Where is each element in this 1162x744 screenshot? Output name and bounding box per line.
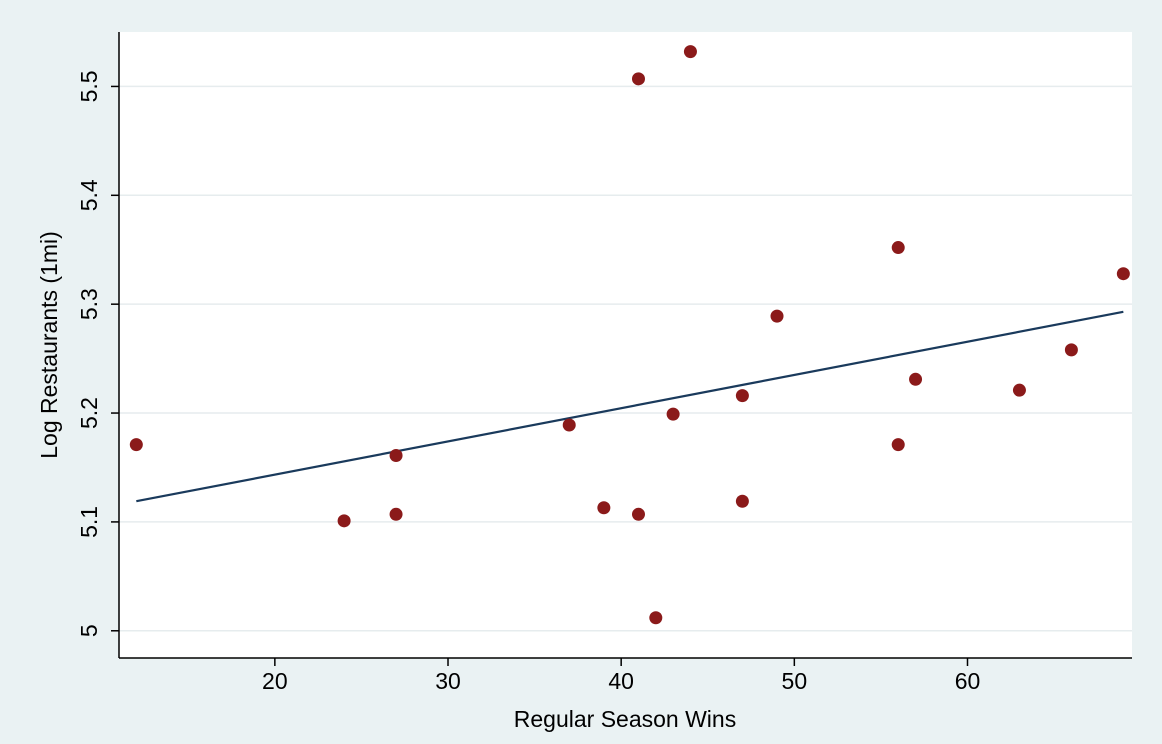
fit-line (136, 310, 1124, 503)
y-tick-label: 5.2 (76, 397, 102, 429)
x-tick-label: 40 (608, 668, 634, 694)
y-tick-label: 5.5 (76, 70, 102, 102)
x-tick-label: 20 (262, 668, 288, 694)
data-point (631, 507, 645, 521)
plot-background (119, 32, 1132, 658)
x-tick-label: 60 (955, 668, 981, 694)
y-axis-title: Log Restaurants (1mi) (36, 231, 62, 459)
data-point (891, 438, 905, 452)
fit-line-layer (136, 310, 1124, 503)
data-point (389, 507, 403, 521)
data-point (129, 438, 143, 452)
data-point (735, 389, 749, 403)
data-point (389, 449, 403, 463)
data-point (666, 407, 680, 421)
data-point (337, 514, 351, 528)
x-axis-title: Regular Season Wins (514, 706, 736, 732)
x-ticks: 20 30 40 50 60 (262, 658, 980, 694)
y-tick-label: 5.3 (76, 288, 102, 320)
x-tick-label: 50 (782, 668, 808, 694)
data-point (1012, 383, 1026, 397)
x-tick-label: 30 (435, 668, 461, 694)
y-ticks: 5 5.1 5.2 5.3 5.4 5.5 (76, 70, 119, 637)
y-tick-label: 5.1 (76, 506, 102, 538)
y-tick-label: 5.4 (76, 179, 102, 211)
y-tick-label: 5 (76, 624, 102, 637)
data-point (1064, 343, 1078, 357)
data-point (597, 501, 611, 515)
data-point (649, 611, 663, 625)
grid-lines (119, 85, 1132, 632)
data-point (770, 309, 784, 323)
data-point (735, 494, 749, 508)
data-point (631, 72, 645, 86)
points-layer (129, 45, 1130, 625)
data-point (909, 372, 923, 386)
data-point (562, 418, 576, 432)
data-point (683, 45, 697, 59)
data-point (1116, 267, 1130, 281)
data-point (891, 241, 905, 255)
